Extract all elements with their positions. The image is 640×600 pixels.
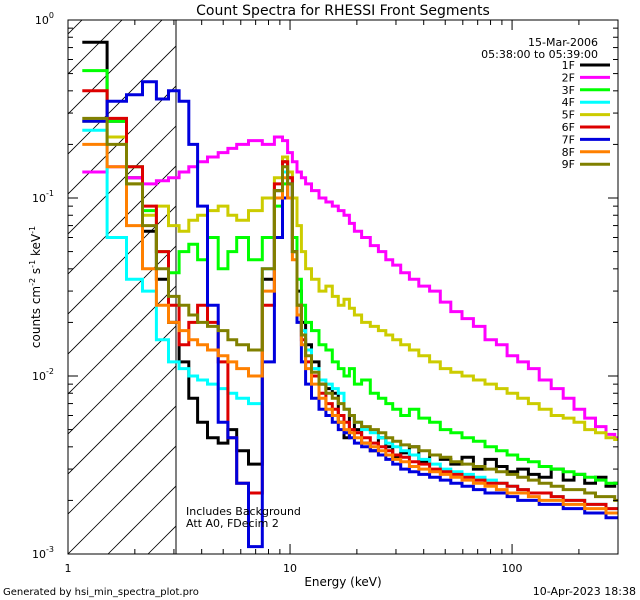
hatch-line xyxy=(107,485,176,554)
hatch-line xyxy=(68,85,176,195)
legend-label-5F: 5F xyxy=(562,109,575,122)
plot-frame xyxy=(67,19,619,555)
hatch-line xyxy=(68,45,176,155)
hatch-line xyxy=(68,285,176,395)
hatch-line xyxy=(68,205,176,315)
y-tick-label: 100 xyxy=(35,11,54,27)
legend-label-2F: 2F xyxy=(562,71,575,84)
legend-date: 15-Mar-2006 xyxy=(528,36,598,49)
hatch-line xyxy=(68,245,176,355)
legend-label-1F: 1F xyxy=(562,59,575,72)
series-line-3F xyxy=(82,69,618,485)
x-tick-label: 100 xyxy=(502,562,523,575)
x-tick-label: 10 xyxy=(283,562,297,575)
chart-title: Count Spectra for RHESSI Front Segments xyxy=(196,3,490,19)
y-tick-label: 10-2 xyxy=(32,367,54,383)
legend-label-3F: 3F xyxy=(562,84,575,97)
hatch-line xyxy=(68,445,176,554)
series-line-1F xyxy=(82,40,618,488)
legend-label-7F: 7F xyxy=(562,133,575,146)
series-layer xyxy=(82,40,618,549)
series-line-4F xyxy=(82,128,618,511)
axis-ticks: 1 10 100 10-3 10-2 10-1 100 xyxy=(32,11,619,575)
legend-label-6F: 6F xyxy=(562,121,575,134)
series-line-9F xyxy=(82,116,618,502)
x-axis-label: Energy (keV) xyxy=(304,575,381,589)
series-line-8F xyxy=(82,142,618,515)
hatch-line xyxy=(68,405,176,515)
legend-time-range: 05:38:00 to 05:39:00 xyxy=(481,48,598,61)
y-tick-label: 10-3 xyxy=(32,545,54,561)
hatched-region xyxy=(68,20,176,554)
footer-generated-by: Generated by hsi_min_spectra_plot.pro xyxy=(3,587,199,598)
hatch-line xyxy=(68,365,176,475)
annotation-background: Includes Background xyxy=(186,505,301,518)
legend-label-4F: 4F xyxy=(562,96,575,109)
legend-label-8F: 8F xyxy=(562,146,575,159)
series-line-5F xyxy=(82,119,618,441)
series-line-2F xyxy=(82,135,618,440)
legend-label-9F: 9F xyxy=(562,158,575,171)
hatch-line xyxy=(68,20,83,35)
series-line-6F xyxy=(82,89,618,511)
annotation-attenuator: Att A0, FDecim 2 xyxy=(186,517,279,530)
series-line-7F xyxy=(82,80,618,549)
y-tick-label: 10-1 xyxy=(32,189,54,205)
footer-timestamp: 10-Apr-2023 18:38 xyxy=(533,585,636,598)
x-tick-label: 1 xyxy=(65,562,72,575)
hatch-line xyxy=(68,20,163,115)
y-axis-label: counts cm-2 s-1 keV-1 xyxy=(28,226,43,348)
